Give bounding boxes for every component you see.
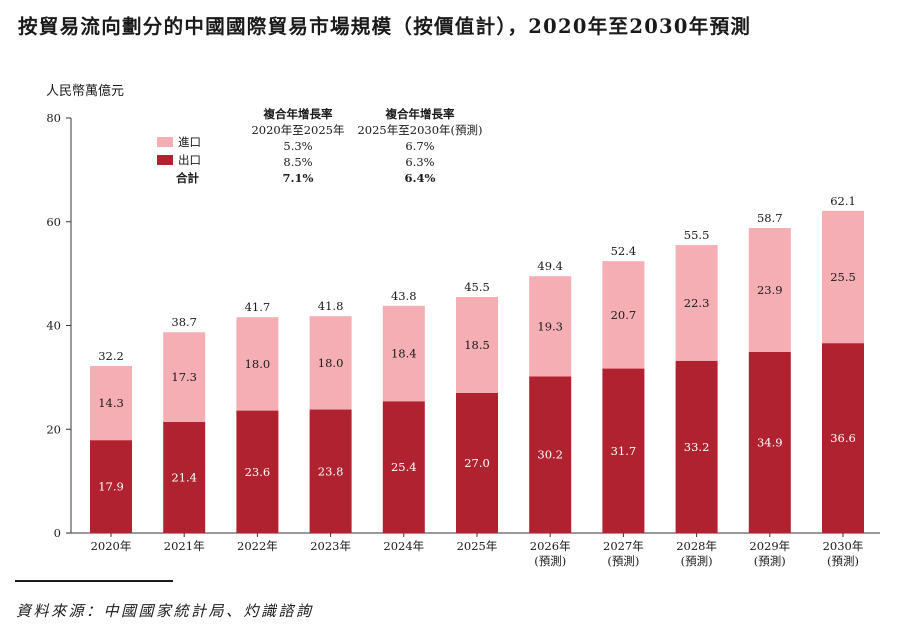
cagr-col2-header: 複合年增長率 — [385, 107, 455, 121]
data-label-export: 25.4 — [391, 460, 417, 474]
bar-import — [163, 332, 206, 422]
data-label-import: 14.3 — [98, 396, 124, 410]
x-tick-label: 2022年 — [237, 539, 278, 553]
cagr-col1-subheader: 2020年至2025年 — [251, 123, 345, 137]
source-divider — [15, 580, 173, 582]
bar-export — [456, 392, 498, 533]
data-label-import: 18.5 — [464, 338, 490, 352]
legend-label-import: 進口 — [178, 135, 201, 149]
legend-label-export: 出口 — [178, 153, 201, 167]
data-label-import: 20.7 — [611, 308, 637, 322]
bar-export — [236, 410, 279, 533]
data-label-export: 31.7 — [611, 444, 637, 458]
bar-export — [90, 440, 132, 533]
x-tick-label: 2030年 — [823, 539, 864, 553]
data-label-total: 41.8 — [318, 299, 344, 313]
cagr-col1-import: 5.3% — [283, 139, 313, 153]
cagr-col2-export: 6.3% — [405, 155, 435, 169]
data-label-total: 58.7 — [757, 211, 783, 225]
bar-import — [602, 261, 645, 369]
x-tick-label: 2025年 — [457, 539, 498, 553]
bar-import — [529, 276, 572, 377]
data-label-import: 18.0 — [318, 356, 344, 370]
data-label-total: 49.4 — [537, 259, 563, 273]
bar-import — [748, 227, 791, 352]
bar-export — [382, 401, 425, 533]
bar-export — [748, 351, 791, 533]
y-axis-unit-label: 人民幣萬億元 — [46, 84, 125, 99]
bar-export — [675, 360, 718, 533]
data-label-export: 21.4 — [171, 470, 197, 484]
y-tick-label: 40 — [46, 319, 61, 333]
data-label-export: 17.9 — [98, 480, 124, 494]
legend-swatch-import — [157, 137, 173, 147]
cagr-col2-total: 6.4% — [404, 171, 436, 185]
cagr-column-2020-2025: 複合年增長率 2020年至2025年 5.3% 8.5% 7.1% — [238, 106, 358, 186]
cagr-col1-total: 7.1% — [282, 171, 314, 185]
data-label-export: 36.6 — [830, 431, 856, 445]
bar-export — [309, 409, 352, 533]
x-tick-label: 2029年 — [749, 539, 790, 553]
stacked-bar-chart: 0 20 40 60 80 17.9 14.3 32.2 2020年 21.4 17.3 38.7 20… — [46, 111, 880, 568]
data-label-import: 17.3 — [171, 370, 197, 384]
x-tick-label: (預測) — [534, 554, 566, 568]
bar-import — [236, 317, 279, 411]
data-label-import: 19.3 — [537, 319, 563, 333]
data-label-total: 41.7 — [245, 300, 271, 314]
bar-import — [382, 305, 425, 402]
data-label-import: 18.0 — [245, 357, 271, 371]
data-label-import: 22.3 — [684, 296, 710, 310]
legend-swatch-export — [157, 155, 173, 165]
x-tick-label: 2020年 — [91, 539, 132, 553]
data-label-export: 30.2 — [537, 448, 563, 462]
bar-import — [675, 245, 718, 361]
data-label-import: 25.5 — [830, 270, 856, 284]
data-label-export: 33.2 — [684, 440, 710, 454]
x-tick-label: (預測) — [681, 554, 713, 568]
data-label-export: 27.0 — [464, 456, 490, 470]
bar-import — [309, 316, 352, 410]
x-tick-label: (預測) — [827, 554, 859, 568]
data-label-import: 18.4 — [391, 347, 417, 361]
bar-export — [602, 368, 645, 533]
cagr-col1-export: 8.5% — [283, 155, 313, 169]
bar-export — [822, 343, 864, 533]
data-label-total: 52.4 — [611, 244, 637, 258]
data-label-export: 34.9 — [757, 435, 783, 449]
data-label-total: 55.5 — [684, 228, 710, 242]
y-tick-label: 20 — [46, 422, 61, 436]
bar-import — [90, 365, 132, 441]
data-label-export: 23.6 — [245, 465, 271, 479]
data-label-total: 32.2 — [98, 349, 124, 363]
data-label-export: 23.8 — [318, 464, 344, 478]
x-tick-label: 2021年 — [164, 539, 205, 553]
bar-import — [822, 210, 864, 344]
data-label-total: 38.7 — [171, 315, 197, 329]
bar-import — [456, 296, 498, 393]
data-label-total: 43.8 — [391, 289, 417, 303]
y-tick-label: 60 — [46, 215, 61, 229]
bar-export — [529, 376, 572, 533]
bar-export — [163, 421, 206, 533]
cagr-col1-header: 複合年增長率 — [263, 107, 333, 121]
x-tick-label: 2028年 — [676, 539, 717, 553]
x-tick-label: 2026年 — [530, 539, 571, 553]
cagr-col2-import: 6.7% — [405, 139, 435, 153]
chart-title: 按貿易流向劃分的中國國際貿易市場規模（按價值計），2020年至2030年預測 — [18, 15, 752, 38]
x-tick-label: (預測) — [754, 554, 786, 568]
data-label-total: 62.1 — [830, 194, 856, 208]
cagr-column-2025-2030: 複合年增長率 2025年至2030年(預測) 6.7% 6.3% 6.4% — [348, 106, 492, 186]
cagr-col2-subheader: 2025年至2030年(預測) — [357, 123, 483, 137]
legend-label-total: 合計 — [176, 171, 199, 185]
data-label-import: 23.9 — [757, 283, 783, 297]
source-note: 資料來源：中國國家統計局、灼識諮詢 — [16, 602, 314, 620]
y-tick-label: 0 — [54, 526, 61, 540]
y-tick-label: 80 — [46, 111, 61, 125]
x-tick-label: 2023年 — [310, 539, 351, 553]
x-tick-label: (預測) — [607, 554, 639, 568]
x-tick-label: 2027年 — [603, 539, 644, 553]
x-tick-label: 2024年 — [383, 539, 424, 553]
data-label-total: 45.5 — [464, 280, 490, 294]
